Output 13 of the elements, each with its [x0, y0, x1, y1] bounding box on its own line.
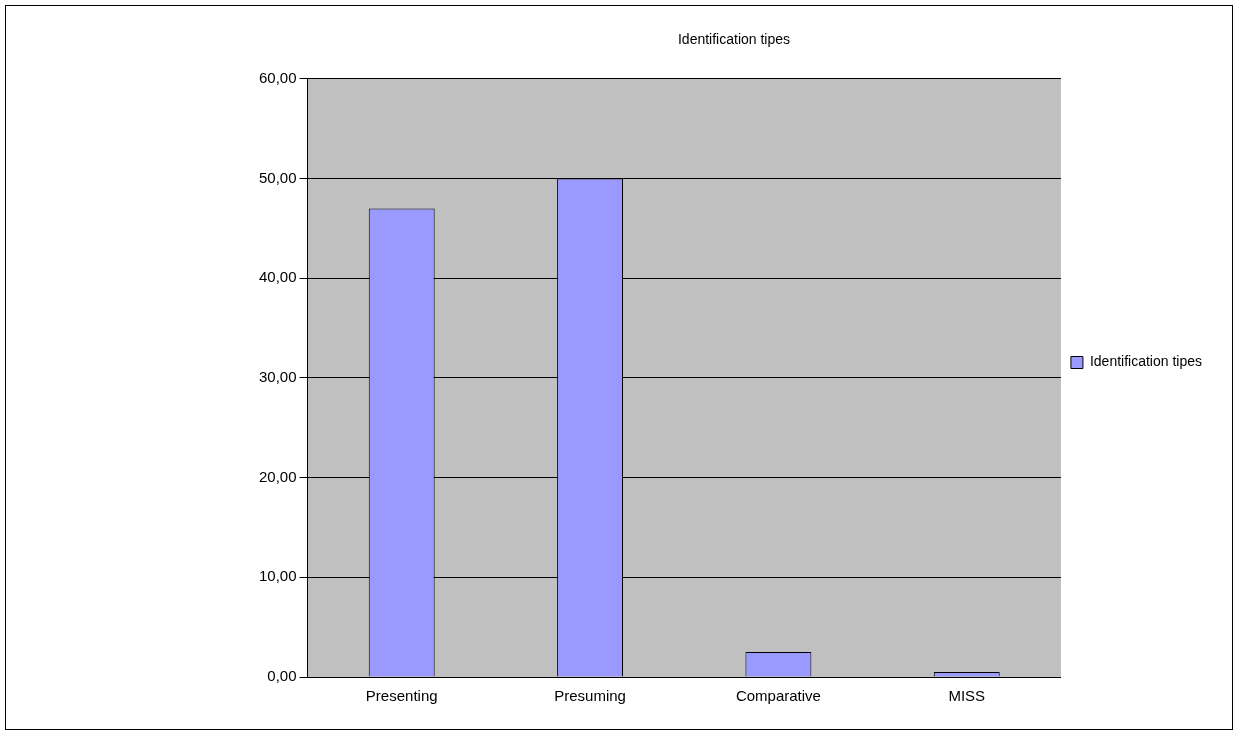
y-tick-label: 20,00 [258, 467, 297, 485]
y-tick-label: 60,00 [258, 68, 297, 86]
x-tick-label: Comparative [735, 687, 821, 705]
y-tick-label: 50,00 [258, 168, 297, 186]
x-tick-label: MISS [948, 687, 986, 705]
y-tick-label: 30,00 [258, 368, 297, 386]
y-tick-label: 10,00 [258, 567, 297, 585]
chart-title: Identification tipes [677, 31, 791, 48]
y-tick-label: 40,00 [258, 268, 297, 286]
x-tick-label: Presuming [554, 687, 626, 705]
legend-label: Identification tipes [1089, 353, 1203, 370]
x-tick-label: Presenting [365, 687, 438, 705]
y-tick-label: 0,00 [267, 667, 297, 685]
